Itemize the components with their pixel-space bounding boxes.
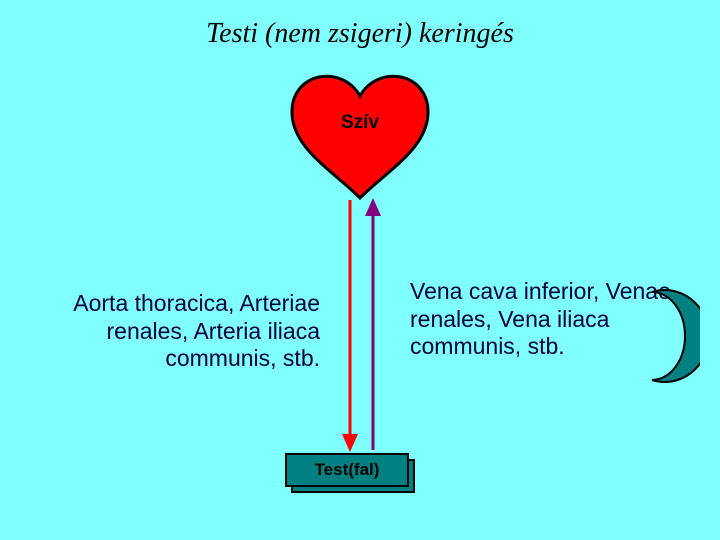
- flow-arrows: [335, 196, 390, 451]
- page-title: Testi (nem zsigeri) keringés: [0, 18, 720, 50]
- heart-label: Szív: [0, 112, 720, 134]
- heart-shape: [284, 70, 436, 202]
- body-box: Test(fal): [285, 453, 417, 493]
- artery-label: Aorta thoracica, Arteriae renales, Arter…: [20, 290, 320, 373]
- crescent-icon: [630, 288, 700, 384]
- body-box-label: Test(fal): [315, 460, 380, 480]
